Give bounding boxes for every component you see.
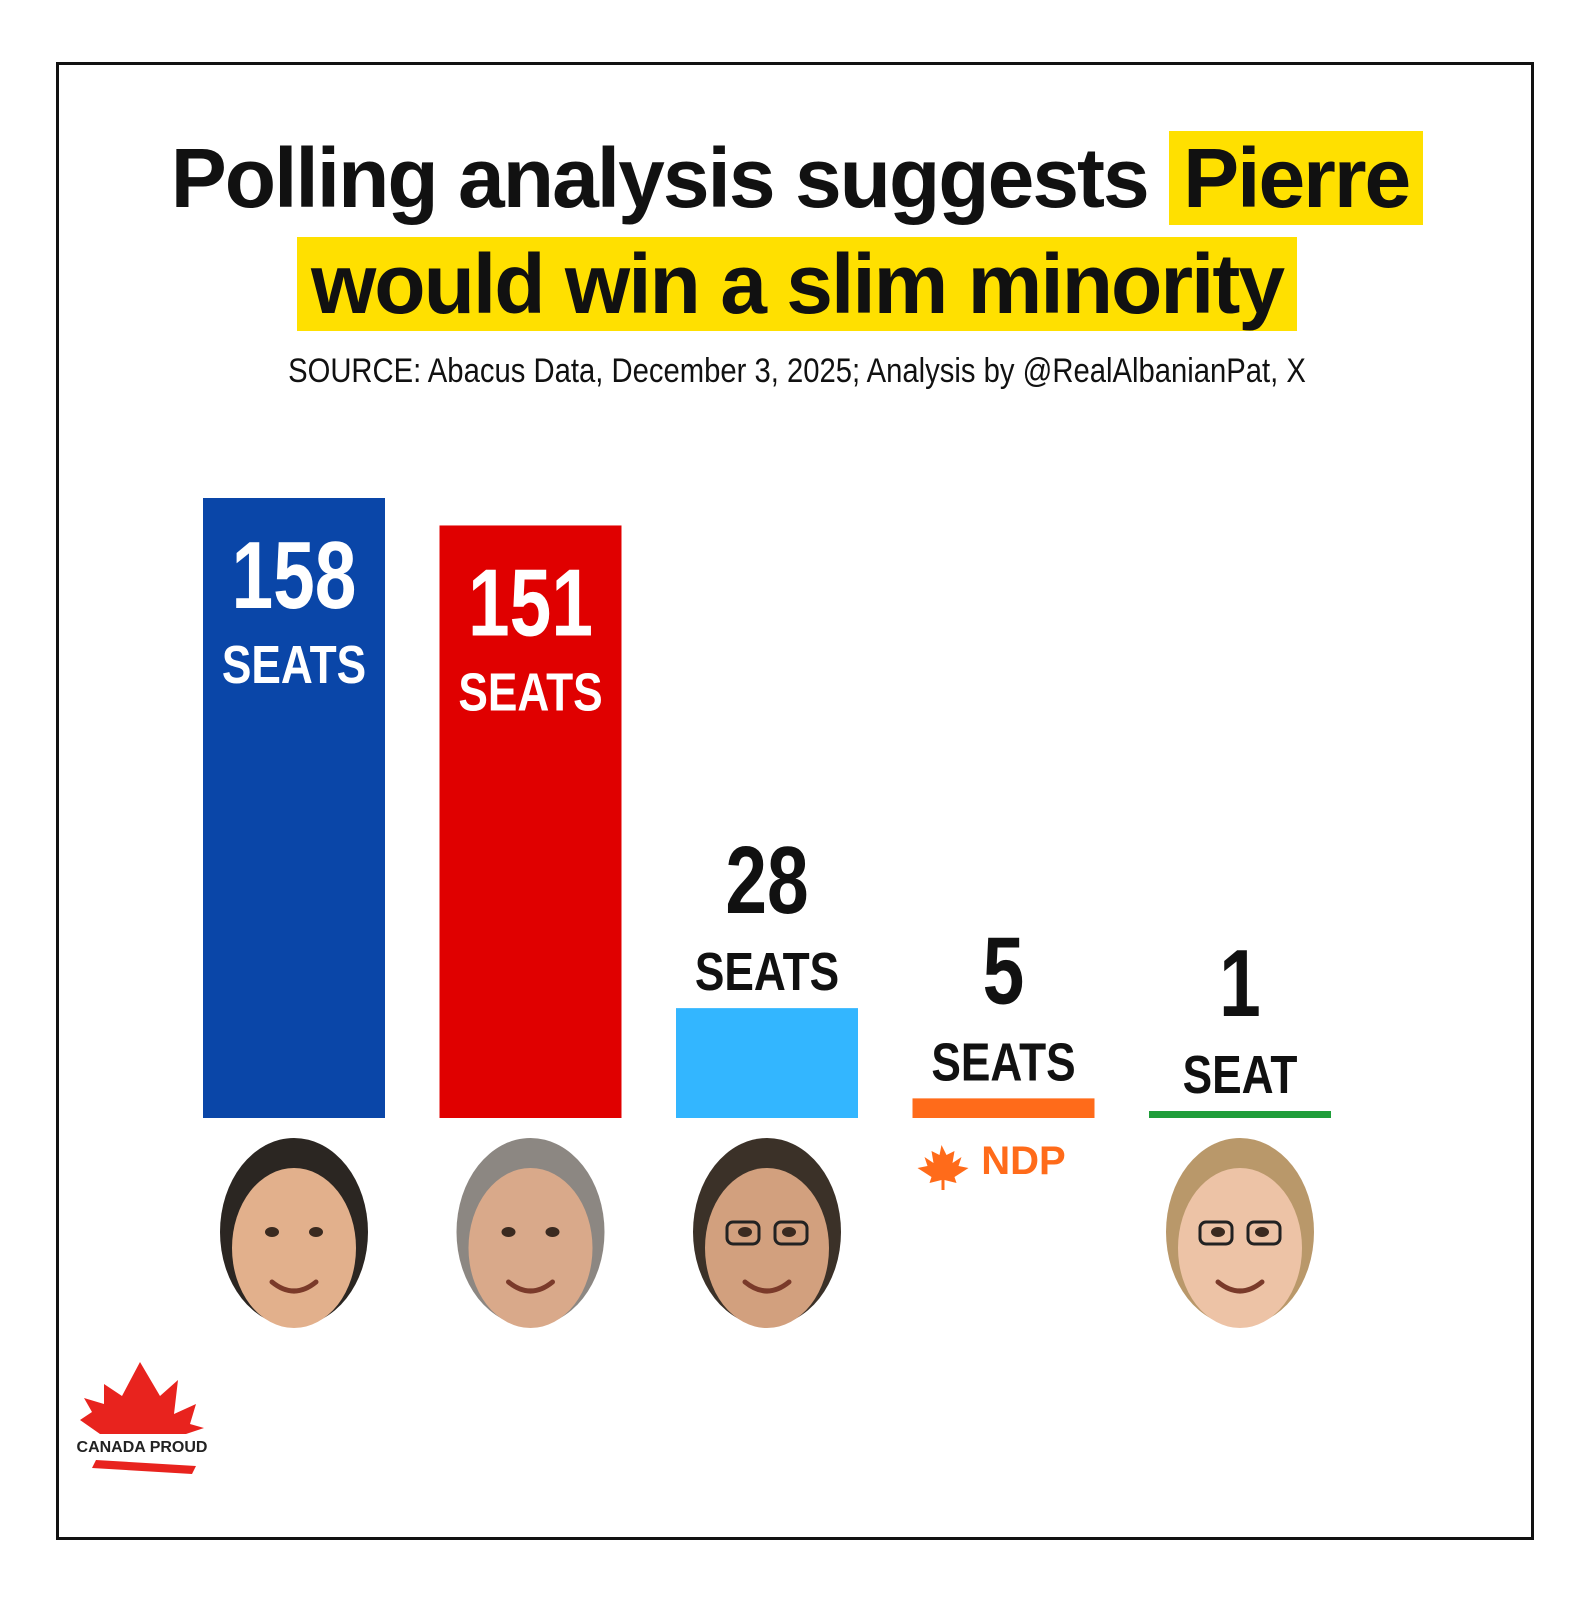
canada-proud-logo-text: CANADA PROUD [77,1439,208,1456]
ndp-logo-text: NDP [981,1139,1065,1183]
portrait-face [1178,1168,1302,1328]
leader-portrait-icon [1166,1138,1314,1328]
portrait-eye-left [265,1227,279,1237]
value-label-1: 158 [232,522,357,629]
value-label-4: 5 [983,918,1025,1025]
unit-label-1: SEATS [222,635,366,695]
portrait-glasses-left [1198,1220,1234,1246]
portrait-eye-right [782,1227,796,1237]
portrait-mouth [506,1279,555,1294]
bar-2 [439,525,622,1118]
canada-proud-logo-icon [80,1362,204,1474]
portrait-mouth [742,1279,792,1294]
value-label-3: 28 [725,827,808,934]
unit-label-2: SEATS [458,662,602,722]
portrait-eye-left [1211,1227,1225,1237]
title-text: Polling analysis suggests [170,131,1150,225]
leader-portrait-icon [693,1138,841,1328]
portrait-eye-right [309,1227,323,1237]
value-label-2: 151 [468,550,593,657]
unit-label-3: SEATS [695,942,839,1002]
maple-leaf-icon [917,1145,969,1190]
portrait-mouth [1215,1279,1265,1294]
leader-portrait-icon [456,1138,605,1328]
source-note: SOURCE: Abacus Data, December 3, 2025; A… [288,352,1306,390]
leader-portrait-icon [220,1138,368,1328]
bar-3 [676,1008,858,1118]
portrait-glasses-left [725,1220,761,1246]
portrait-mouth [269,1279,319,1294]
unit-label-4: SEATS [931,1032,1075,1092]
portrait-face [705,1168,829,1328]
portrait-face [232,1168,356,1328]
logo-underline [92,1460,196,1474]
portrait-face [468,1168,593,1328]
chart-title-line1: Polling analysis suggests Pierre [0,128,1594,228]
portrait-eye-right [545,1227,560,1237]
maple-leaf-logo-shape [80,1362,204,1434]
chart-title-line2: would win a slim minority [0,234,1594,334]
portrait-eye-right [1255,1227,1269,1237]
bar-1 [203,498,385,1118]
portrait-eye-left [738,1227,752,1237]
portrait-glasses-right [1246,1220,1282,1246]
portrait-glasses-right [773,1220,809,1246]
portrait-eye-left [501,1227,516,1237]
title-highlight-name: Pierre [1169,131,1424,225]
title-highlight-rest: would win a slim minority [296,237,1298,331]
value-label-5: 1 [1219,930,1261,1037]
bar-5 [1149,1111,1331,1118]
bar-4 [912,1098,1095,1118]
unit-label-5: SEAT [1183,1045,1298,1105]
